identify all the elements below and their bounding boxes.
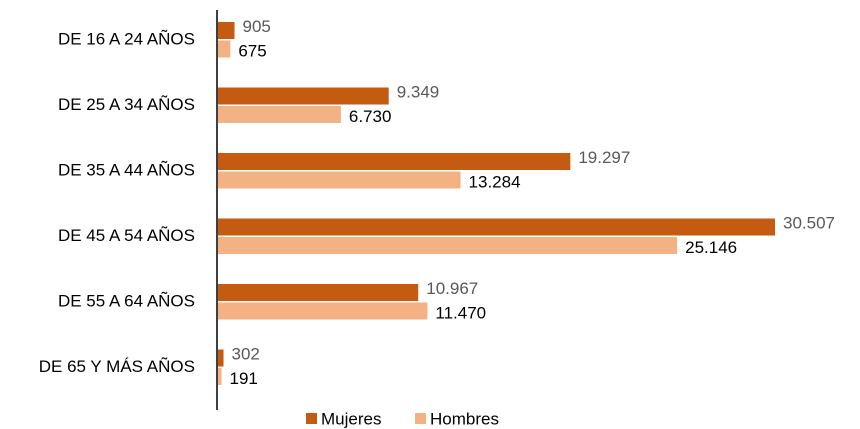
category-label: DE 16 A 24 AÑOS <box>58 29 195 48</box>
bar <box>218 349 224 367</box>
value-label: 905 <box>243 17 271 36</box>
bar <box>218 218 775 236</box>
bar <box>218 302 428 320</box>
value-label: 302 <box>232 344 260 363</box>
bar <box>218 153 571 170</box>
bar <box>218 237 678 254</box>
bar <box>218 368 222 385</box>
category-label: DE 25 A 34 AÑOS <box>58 95 195 114</box>
legend-swatch <box>415 413 426 424</box>
legend-label: Mujeres <box>321 409 381 428</box>
bar <box>218 106 341 123</box>
legend-label: Hombres <box>430 409 499 428</box>
category-label: DE 35 A 44 AÑOS <box>58 160 195 179</box>
bar <box>218 284 419 301</box>
legend-swatch <box>306 413 317 424</box>
category-label: DE 45 A 54 AÑOS <box>58 226 195 245</box>
bar <box>218 22 235 39</box>
value-label: 10.967 <box>426 279 478 298</box>
value-label: 11.470 <box>435 303 486 322</box>
bar <box>218 87 389 105</box>
value-label: 19.297 <box>578 148 630 167</box>
bar <box>218 40 231 58</box>
bar <box>218 171 461 189</box>
value-label: 191 <box>229 369 257 388</box>
value-label: 13.284 <box>469 172 521 191</box>
category-label: DE 65 Y MÁS AÑOS <box>39 357 195 376</box>
value-label: 9.349 <box>397 82 440 101</box>
value-label: 6.730 <box>349 107 392 126</box>
value-label: 675 <box>238 41 266 60</box>
category-label: DE 55 A 64 AÑOS <box>58 291 195 310</box>
value-label: 30.507 <box>783 213 835 232</box>
value-label: 25.146 <box>685 238 737 257</box>
